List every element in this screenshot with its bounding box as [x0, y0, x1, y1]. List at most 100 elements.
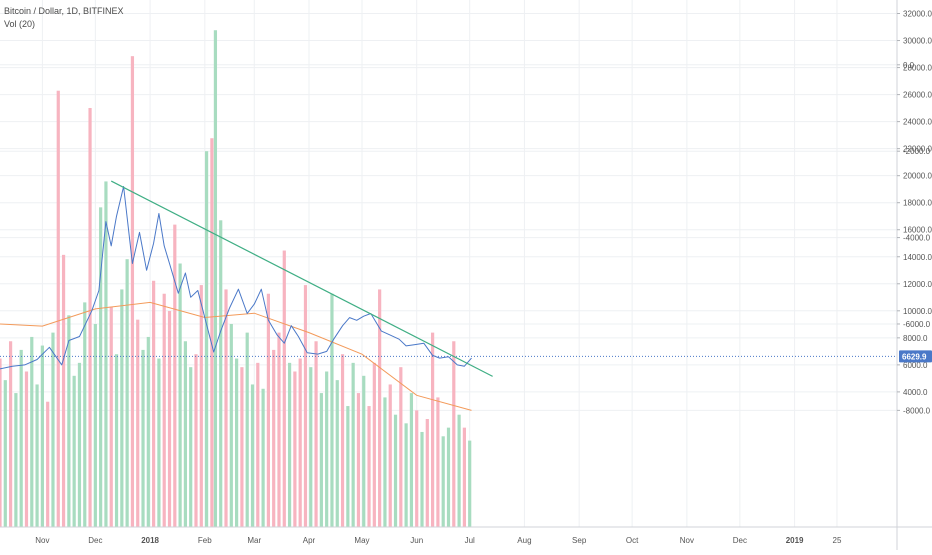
price-tick-label: 14000.0 — [903, 253, 932, 262]
volume-bar — [136, 319, 140, 527]
volume-bar — [35, 384, 39, 527]
volume-bar — [378, 289, 382, 527]
time-tick-label: Dec — [733, 536, 747, 545]
volume-bar — [0, 358, 2, 527]
time-tick-label: Nov — [35, 536, 49, 545]
volume-bar — [277, 332, 281, 527]
volume-bar — [130, 56, 135, 528]
price-axis-ticks: 32000.0 30000.0 28000.0 26000.0 24000.0 22000… — [897, 10, 932, 397]
volume-bar — [340, 354, 345, 527]
price-tick-label: 26000.0 — [903, 91, 932, 100]
time-axis-ticks: Nov Dec 2018 Feb Mar Apr May Jun Jul Aug Sep Oct Nov… — [35, 536, 842, 545]
volume-bar — [30, 336, 34, 527]
time-tick-label: Apr — [303, 536, 316, 545]
time-tick-label: Sep — [572, 536, 587, 545]
volume-bar — [109, 306, 113, 527]
volume-tick-label: -6000.0 — [903, 320, 931, 329]
volume-bar — [325, 371, 329, 527]
volume-bar — [114, 354, 119, 527]
volume-bar — [404, 423, 408, 527]
volume-bar — [335, 380, 339, 527]
volume-bar — [462, 427, 466, 527]
volume-bars — [0, 30, 472, 528]
volume-bar — [399, 367, 403, 527]
chart-title: Bitcoin / Dollar, 1D, BITFINEX — [4, 6, 124, 16]
volume-bar — [388, 384, 392, 527]
descending-trend-line[interactable] — [110, 180, 493, 377]
price-series — [0, 186, 472, 370]
volume-bar — [19, 349, 23, 527]
volume-bar — [178, 263, 182, 527]
trend-line[interactable] — [110, 180, 493, 377]
price-tick-label: 32000.0 — [903, 10, 932, 19]
volume-bar — [88, 107, 92, 527]
volume-bar — [356, 393, 361, 527]
volume-bar — [167, 311, 172, 527]
volume-bar — [56, 90, 60, 528]
volume-bar — [261, 388, 265, 527]
volume-bar — [298, 358, 302, 527]
volume-bar — [67, 315, 71, 527]
volume-bar — [8, 341, 13, 527]
volume-bar — [125, 259, 129, 527]
volume-indicator-label[interactable]: Vol (20) — [4, 19, 36, 29]
volume-bar — [93, 323, 97, 527]
volume-bar — [383, 397, 387, 527]
price-tick-label: 6000.0 — [903, 361, 928, 370]
last-price-badge-label: 6629.9 — [902, 352, 927, 361]
price-tick-label: 10000.0 — [903, 307, 932, 316]
volume-bar — [46, 401, 50, 527]
volume-bar — [319, 393, 323, 527]
volume-bar — [393, 414, 398, 527]
price-tick-label: 18000.0 — [903, 199, 932, 208]
price-tick-label: 28000.0 — [903, 64, 932, 73]
time-tick-label: 2019 — [786, 536, 804, 545]
volume-bar — [199, 285, 203, 527]
time-tick-label: Oct — [626, 536, 639, 545]
volume-bar — [436, 397, 440, 527]
time-tick-label: 25 — [833, 536, 842, 545]
price-line — [0, 186, 472, 370]
volume-bar — [457, 414, 461, 527]
volume-bar — [468, 440, 472, 527]
price-tick-label: 30000.0 — [903, 37, 932, 46]
volume-bar — [372, 362, 376, 527]
volume-tick-label: -4000.0 — [903, 234, 931, 243]
volume-axis-ticks: 0.0 -2000.0 -4000.0 -6000.0 -8000.0 — [897, 61, 931, 415]
volume-bar — [346, 406, 350, 527]
volume-bar — [229, 323, 233, 527]
time-tick-label: Aug — [517, 536, 531, 545]
volume-bar — [210, 138, 214, 528]
volume-bar — [157, 358, 161, 527]
volume-tick-label: 0.0 — [903, 61, 915, 70]
volume-bar — [72, 375, 76, 527]
price-tick-label: 16000.0 — [903, 226, 932, 235]
volume-bar — [240, 367, 244, 527]
volume-bar — [104, 181, 108, 528]
volume-bar — [83, 302, 87, 527]
volume-bar — [425, 419, 429, 527]
volume-bar — [256, 362, 260, 527]
volume-bar — [3, 380, 7, 527]
volume-bar — [235, 358, 239, 527]
time-tick-label: Nov — [680, 536, 694, 545]
volume-bar — [362, 375, 366, 527]
volume-bar — [351, 362, 355, 527]
volume-bar — [204, 151, 209, 527]
time-tick-label: Dec — [88, 536, 102, 545]
price-tick-label: 8000.0 — [903, 334, 928, 343]
time-tick-label: Jun — [410, 536, 423, 545]
volume-bar — [99, 207, 103, 527]
volume-bar — [162, 293, 166, 527]
volume-bar — [266, 293, 270, 527]
volume-bar — [420, 431, 424, 527]
volume-tick-label: -8000.0 — [903, 406, 931, 415]
volume-bar — [173, 224, 177, 527]
time-tick-label: 2018 — [141, 536, 159, 545]
volume-bar — [146, 336, 150, 527]
time-tick-label: Feb — [198, 536, 212, 545]
volume-bar — [367, 406, 371, 527]
